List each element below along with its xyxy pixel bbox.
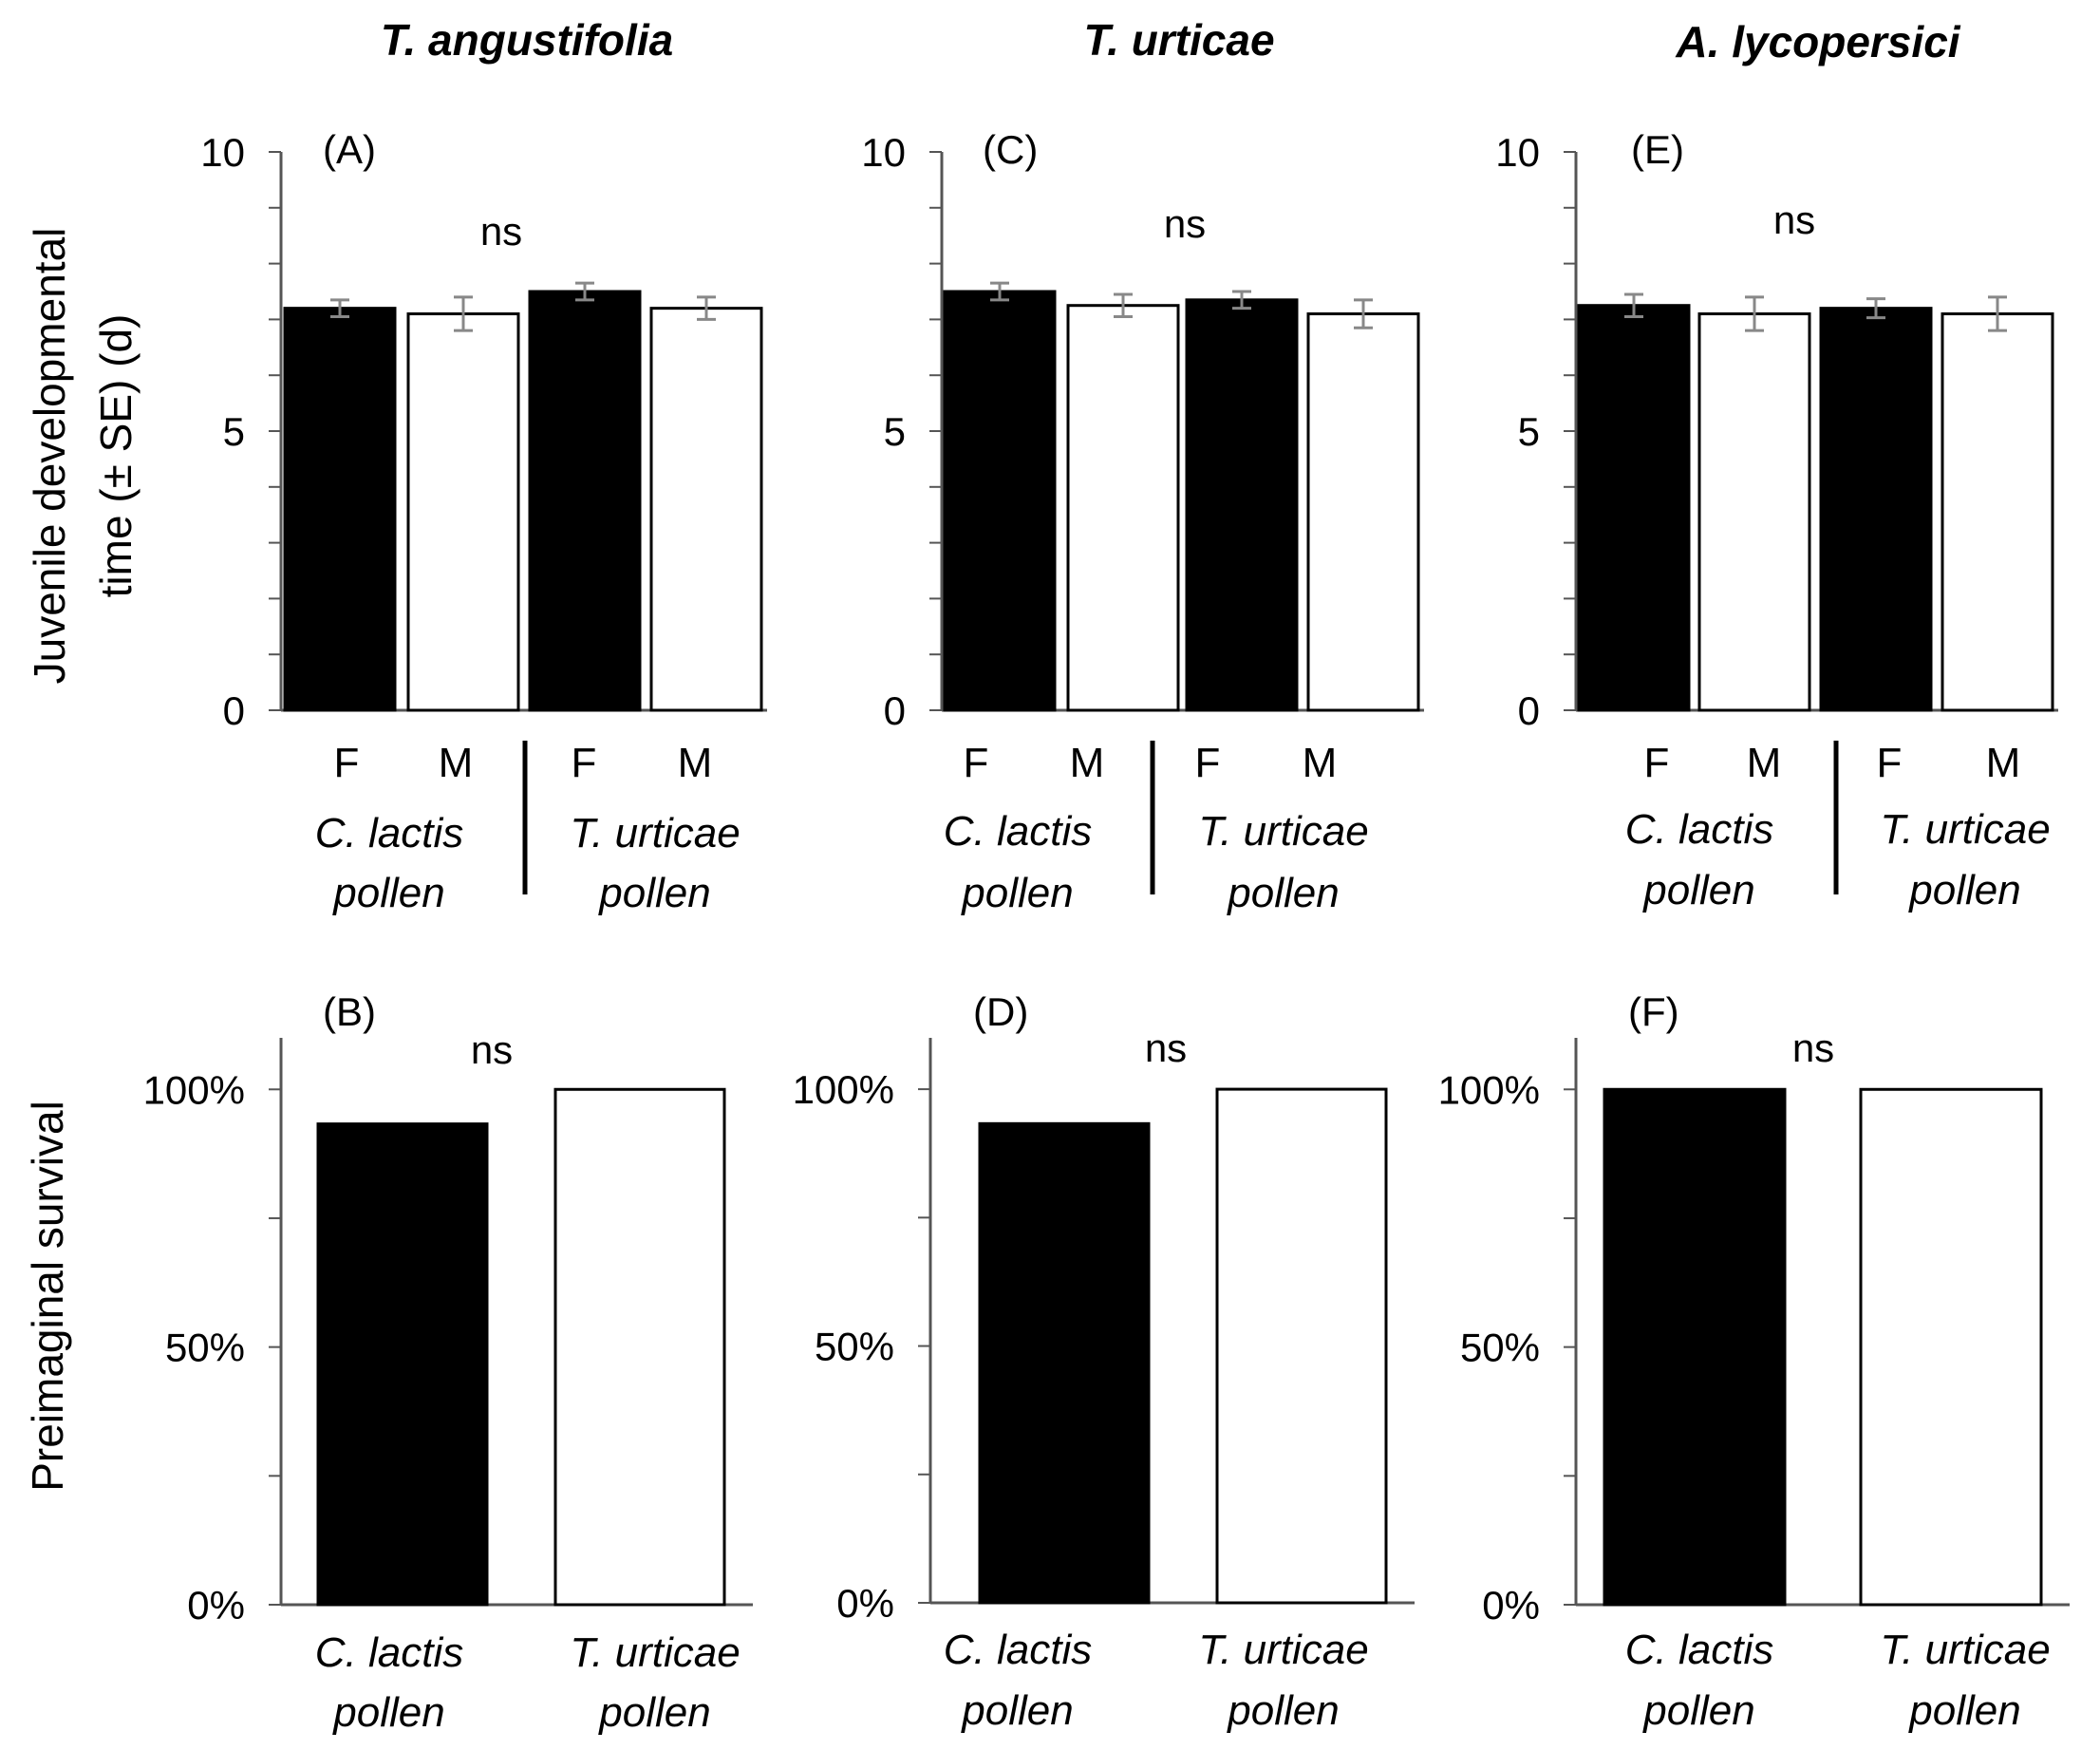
panel-d-category-label: pollen [960,1687,1073,1734]
panel-a-y-tick-label: 10 [200,130,245,175]
panel-b-category-label: pollen [597,1689,710,1736]
panel-c-category-label: M [1303,740,1338,786]
panel-d-bar [978,1121,1151,1605]
panel-d-category-label: C. lactis [944,1627,1092,1673]
panel-a-bar [528,290,642,712]
panel-b-y-tick-label: 0% [187,1583,245,1628]
panel-e-y-tick-label: 0 [1518,688,1540,733]
panel-f-label: (F) [1628,989,1679,1034]
panel-c-bar [943,290,1057,712]
panel-b-label: (B) [323,989,376,1034]
panel-a-category-label: M [678,740,713,786]
panel-e-category-label: F [1644,740,1670,786]
panel-f-ns-annotation: ns [1792,1026,1834,1070]
panel-e-label: (E) [1631,127,1684,172]
panel-b-category-label: C. lactis [315,1629,463,1676]
panel-a-label: (A) [323,127,376,172]
column-title-2: T. urticae [1083,15,1274,65]
panel-b-y-tick-label: 50% [165,1326,245,1370]
panel-c-label: (C) [983,127,1038,172]
panel-d-ns-annotation: ns [1145,1026,1187,1070]
panel-c-category-label: F [1195,740,1221,786]
panel-f-y-tick-label: 0% [1482,1583,1540,1628]
panel-b-category-label: pollen [331,1689,444,1736]
panel-e-category-label: M [1986,740,2021,786]
panel-e-group-label: pollen [1641,867,1754,913]
panel-f-bar [1859,1087,2043,1607]
panel-c-group-label: pollen [1226,870,1339,916]
panel-e-bar [1577,304,1691,712]
panel-a-ns-annotation: ns [480,209,522,254]
panel-b-bar [316,1122,489,1607]
panel-a-bar [283,307,397,712]
panel-a-group-label: pollen [597,870,710,916]
panel-a-group-label: C. lactis [315,810,463,856]
panel-a-y-tick-label: 0 [223,688,245,733]
panel-f-category-label: C. lactis [1625,1627,1773,1673]
panel-d-y-tick-label: 50% [815,1325,894,1369]
panel-c-group-label: pollen [960,870,1073,916]
panel-b-y-tick-label: 100% [143,1067,245,1112]
panel-c-category-label: F [964,740,989,786]
panel-e-category-label: F [1877,740,1903,786]
panel-c-y-tick-label: 10 [861,130,906,175]
panel-f-y-tick-label: 50% [1460,1326,1540,1370]
panel-e-group-label: T. urticae [1880,806,2050,853]
y-axis-label-top-line2: time (± SE) (d) [91,314,141,598]
panel-b-bar [553,1087,726,1607]
panel-e-bar [1697,312,1811,712]
chart-panels: 0 5 10 (A) ns F M F M C. lactis pollen T. urticae po… [143,127,2070,1736]
panel-a-category-label: F [572,740,597,786]
panel-a-category-label: F [334,740,360,786]
y-axis-label-bottom: Preimaginal survival [23,1101,72,1492]
panel-e-bar [1819,307,1933,712]
panel-c-bar [1306,312,1420,712]
column-title-3: A. lycopersici [1675,17,1960,66]
panel-c-y-tick-label: 0 [884,688,906,733]
panel-d-label: (D) [973,989,1028,1034]
panel-e-ns-annotation: ns [1773,198,1815,242]
panel-e-y-tick-label: 5 [1518,409,1540,454]
panel-c-category-label: M [1070,740,1105,786]
panel-d-y-tick-label: 100% [793,1067,894,1112]
panel-c-bar [1066,304,1180,712]
panel-e-bar [1941,312,2054,712]
panel-f-bar [1603,1087,1787,1607]
panel-e-category-label: M [1747,740,1782,786]
panel-a-group-label: pollen [331,870,444,916]
panel-e-group-label: C. lactis [1625,806,1773,853]
panel-c-group-label: C. lactis [944,808,1092,855]
panel-f-category-label: pollen [1641,1687,1754,1734]
y-axis-label-top-line1: Juvenile developmental [25,228,74,685]
panel-d-category-label: pollen [1226,1687,1339,1734]
panel-d-bar [1215,1087,1388,1605]
panel-e-group-label: pollen [1907,867,2020,913]
panel-f-category-label: pollen [1907,1687,2020,1734]
panel-a-y-tick-label: 5 [223,409,245,454]
panel-a-bar [649,307,763,712]
panel-b-category-label: T. urticae [570,1629,740,1676]
panel-c-y-tick-label: 5 [884,409,906,454]
panel-e-y-tick-label: 10 [1495,130,1540,175]
panel-c-ns-annotation: ns [1164,201,1206,246]
panel-d-y-tick-label: 0% [836,1581,894,1626]
panel-f-category-label: T. urticae [1880,1627,2050,1673]
panel-b-ns-annotation: ns [471,1027,513,1072]
column-title-1: T. angustifolia [381,15,673,65]
panel-d-category-label: T. urticae [1198,1627,1368,1673]
panel-c-group-label: T. urticae [1198,808,1368,855]
panel-a-bar [406,312,520,712]
panel-a-category-label: M [439,740,474,786]
panel-a-group-label: T. urticae [570,810,740,856]
panel-c-bar [1185,298,1299,712]
panel-f-y-tick-label: 100% [1438,1067,1540,1112]
